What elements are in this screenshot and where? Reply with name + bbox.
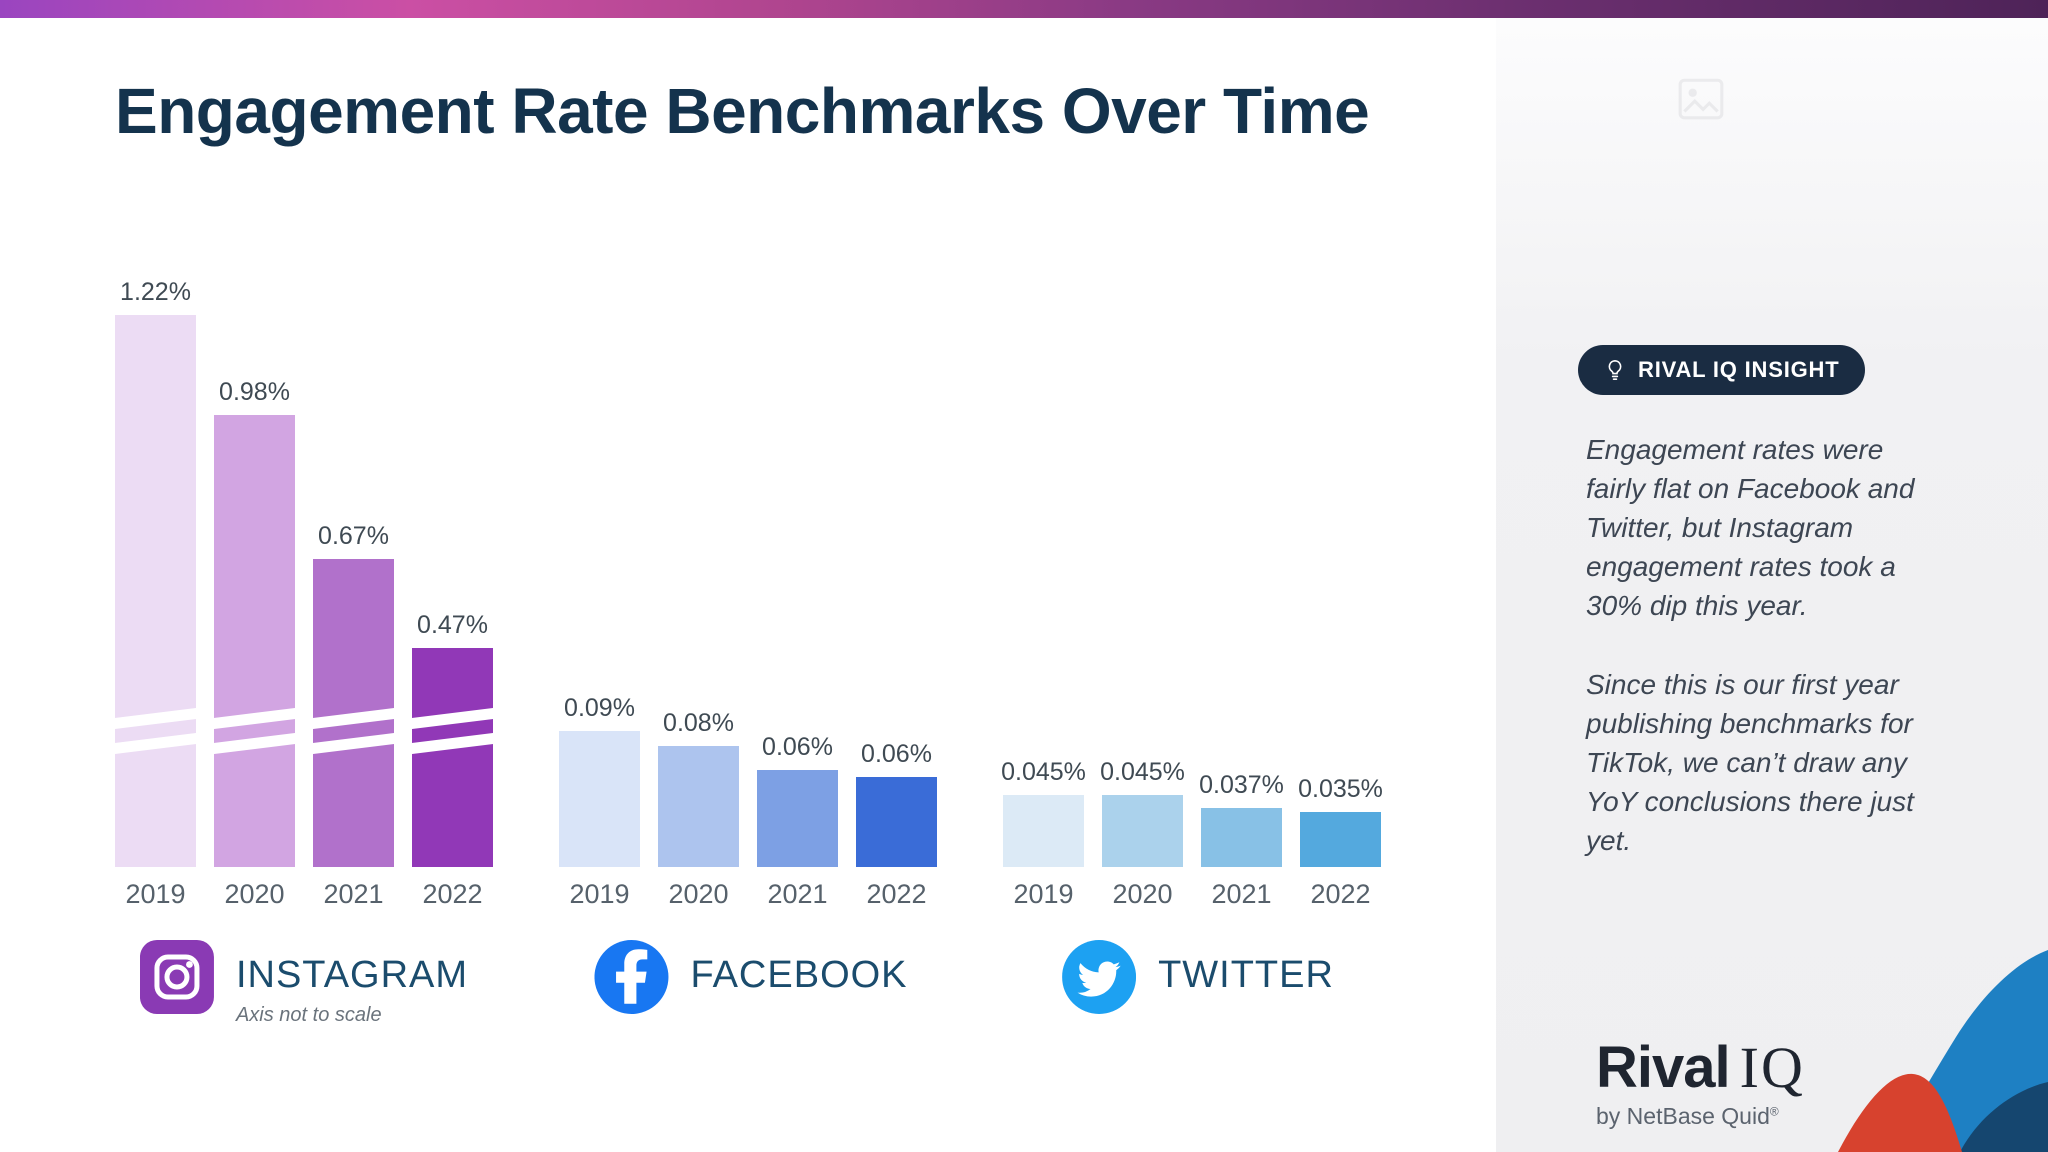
bar-column-facebook-2020: 0.08% 2020 <box>658 709 739 910</box>
platform-name-facebook: FACEBOOK <box>690 954 908 996</box>
insight-paragraph: Since this is our first year publishing … <box>1586 669 1914 856</box>
bar-column-facebook-2019: 0.09% 2019 <box>559 694 640 910</box>
faded-image-placeholder-icon <box>1676 74 1726 124</box>
bar <box>559 731 640 867</box>
bar-value-label: 1.22% <box>120 278 191 306</box>
page-title: Engagement Rate Benchmarks Over Time <box>115 75 1370 147</box>
bar <box>206 415 303 867</box>
axis-break-mark <box>404 707 501 730</box>
bar-column-instagram-2021: 0.67% 2021 <box>305 522 402 910</box>
platform-twitter: TWITTER <box>1062 940 1334 1014</box>
axis-break-mark <box>107 732 204 755</box>
bar-column-facebook-2021: 0.06% 2021 <box>757 733 838 910</box>
bar-value-label: 0.037% <box>1199 771 1284 799</box>
year-label: 2022 <box>422 879 483 909</box>
platform-name-twitter: TWITTER <box>1158 954 1334 996</box>
logo-rival-text: Rival <box>1596 1035 1731 1100</box>
axis-break-mark <box>404 732 501 755</box>
year-label: 2019 <box>1013 879 1074 909</box>
bar-value-label: 0.98% <box>219 378 290 406</box>
year-label: 2019 <box>125 879 186 909</box>
bar-column-twitter-2022: 0.035% 2022 <box>1298 775 1383 910</box>
twitter-icon <box>1062 940 1137 1014</box>
bar <box>1300 812 1381 867</box>
year-label: 2020 <box>1112 879 1173 909</box>
lightbulb-icon <box>1608 360 1622 380</box>
logo-byline: by NetBase Quid® <box>1596 1103 1779 1129</box>
bar <box>1102 795 1183 867</box>
axis-not-to-scale-note: Axis not to scale <box>235 1004 382 1026</box>
bar-value-label: 0.06% <box>762 733 833 761</box>
year-label: 2022 <box>866 879 927 909</box>
year-label: 2020 <box>668 879 729 909</box>
bar <box>305 559 402 867</box>
year-label: 2019 <box>569 879 630 909</box>
rival-iq-logo: Rival IQ by NetBase Quid® <box>1596 1034 1805 1130</box>
bar-column-instagram-2019: 1.22% 2019 <box>107 278 204 910</box>
bar-column-facebook-2022: 0.06% 2022 <box>856 740 937 910</box>
bar-value-label: 0.67% <box>318 522 389 550</box>
axis-break-mark <box>206 732 303 755</box>
bar <box>856 777 937 867</box>
bar-value-label: 0.09% <box>564 694 635 722</box>
insight-paragraph: Engagement rates were fairly flat on Fac… <box>1586 434 1915 621</box>
bar-column-instagram-2020: 0.98% 2020 <box>206 378 303 910</box>
bar <box>404 648 501 867</box>
instagram-icon <box>139 940 214 1014</box>
year-label: 2020 <box>224 879 285 909</box>
bar-value-label: 0.06% <box>861 740 932 768</box>
bar-value-label: 0.045% <box>1001 758 1086 786</box>
rival-iq-insight-badge: RIVAL IQ INSIGHT <box>1578 345 1866 395</box>
insight-text-block: Engagement rates were fairly flat on Fac… <box>1586 430 1938 900</box>
bar-column-twitter-2019: 0.045% 2019 <box>1001 758 1086 910</box>
top-gradient-bar <box>0 0 2048 18</box>
year-label: 2022 <box>1310 879 1371 909</box>
bars-row: 1.22% 2019 0.98% 2020 0.67% 2021 0.47% 2022 0.09… <box>107 278 1383 910</box>
year-label: 2021 <box>1211 879 1272 909</box>
bar-value-label: 0.08% <box>663 709 734 737</box>
bar <box>107 315 204 867</box>
bar-value-label: 0.035% <box>1298 775 1383 803</box>
bar-value-label: 0.045% <box>1100 758 1185 786</box>
bar <box>658 746 739 867</box>
registered-mark: ® <box>1769 1104 1779 1119</box>
platform-facebook: FACEBOOK <box>594 940 907 1014</box>
year-label: 2021 <box>767 879 828 909</box>
year-label: 2021 <box>323 879 384 909</box>
bar-column-twitter-2021: 0.037% 2021 <box>1199 771 1284 910</box>
platform-instagram: INSTAGRAM Axis not to scale <box>139 940 469 1027</box>
axis-break-mark <box>305 732 402 755</box>
platform-name-instagram: INSTAGRAM <box>235 954 469 996</box>
logo-iq-text: IQ <box>1739 1035 1805 1100</box>
bar <box>757 770 838 867</box>
insight-sidebar: RIVAL IQ INSIGHT Engagement rates were f… <box>1496 18 2048 1152</box>
bar-column-instagram-2022: 0.47% 2022 <box>404 611 501 910</box>
bar-value-label: 0.47% <box>417 611 488 639</box>
bar <box>1201 808 1282 867</box>
insight-badge-label: RIVAL IQ INSIGHT <box>1638 357 1840 382</box>
axis-break-mark <box>107 707 204 730</box>
facebook-icon <box>594 940 669 1014</box>
axis-break-mark <box>305 707 402 730</box>
decorative-waves <box>1778 932 2048 1152</box>
bar-column-twitter-2020: 0.045% 2020 <box>1100 758 1185 910</box>
axis-break-mark <box>206 707 303 730</box>
bar <box>1003 795 1084 867</box>
